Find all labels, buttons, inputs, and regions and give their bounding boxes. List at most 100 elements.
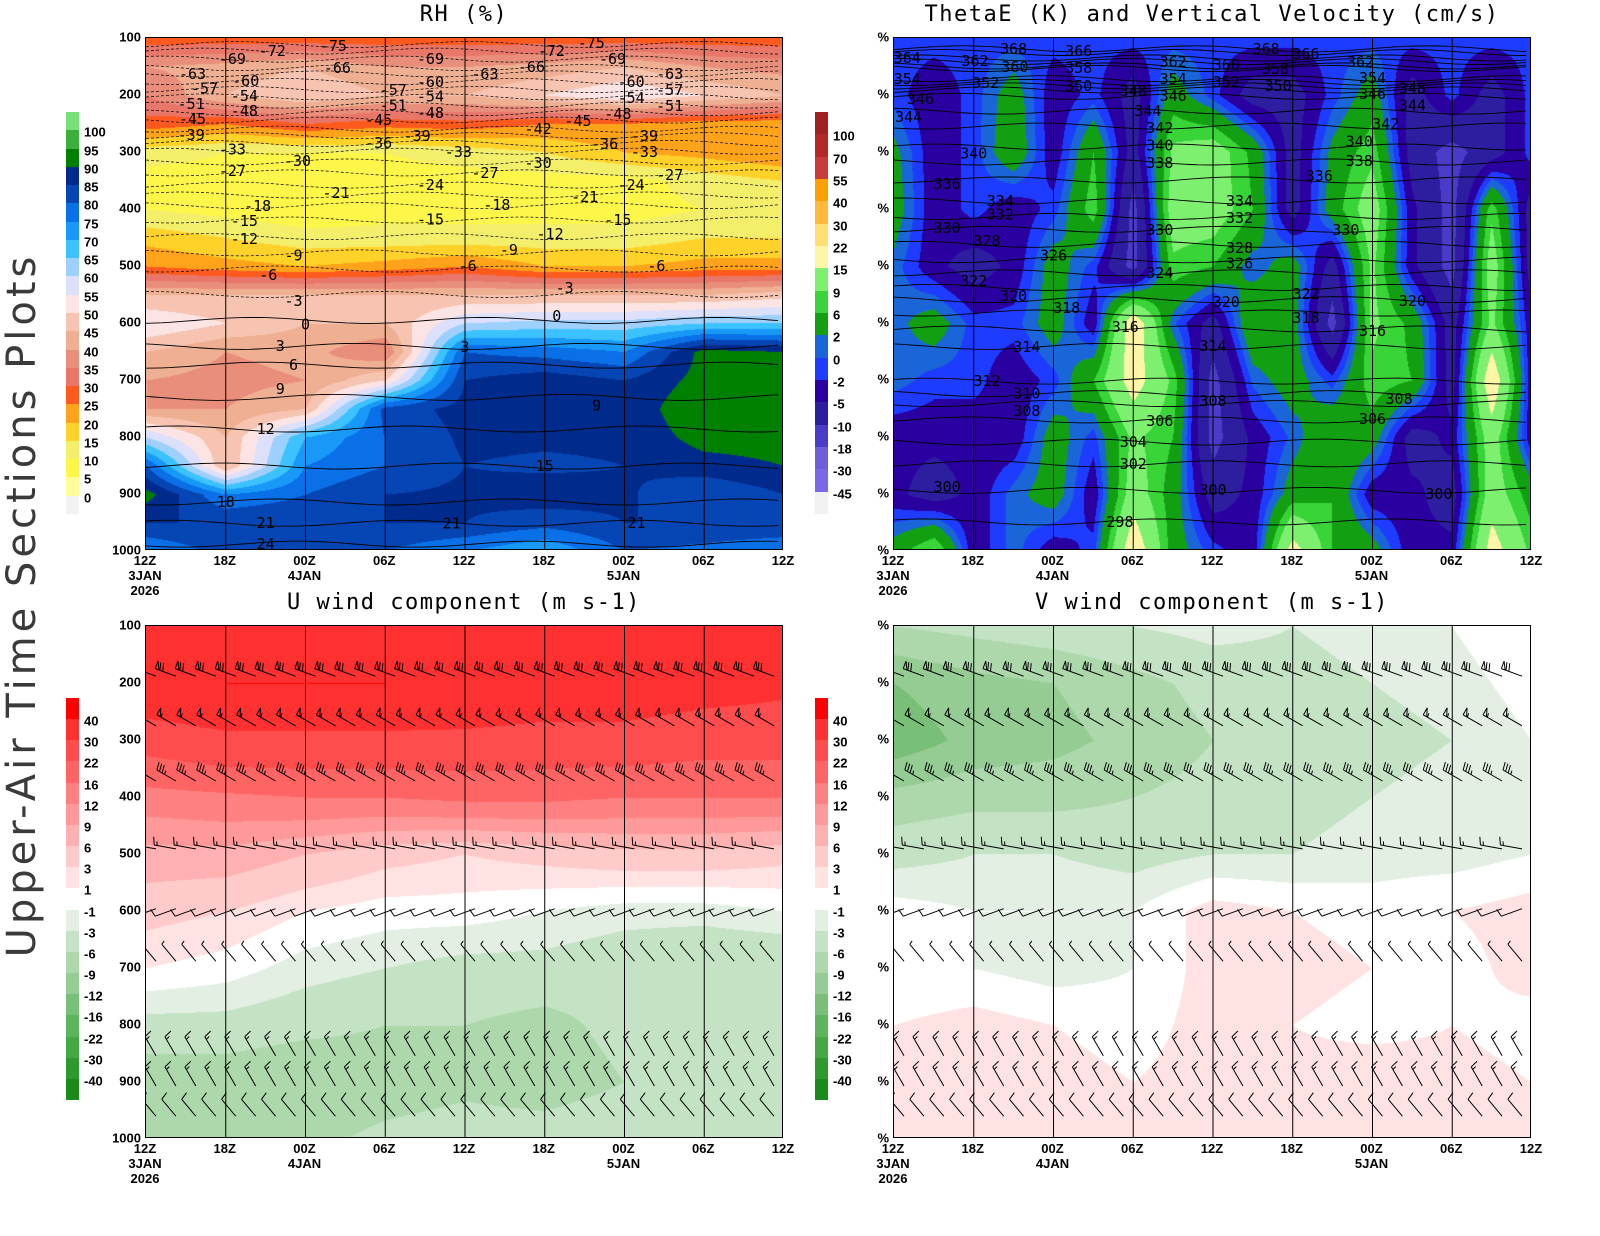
wind-barb [719, 1092, 735, 1117]
contour-label: 344 [1399, 96, 1426, 114]
wind-barb [699, 1092, 715, 1117]
colorbar-swatch [66, 130, 79, 150]
wind-barb [1117, 908, 1144, 917]
wind-barb [304, 1030, 316, 1057]
contour-line [146, 462, 779, 470]
wind-barb [679, 940, 695, 962]
y-tick-label: 600 [119, 902, 141, 918]
colorbar-swatch [815, 380, 828, 403]
wind-barb [156, 761, 177, 782]
contour-label: 308 [1386, 390, 1413, 408]
colorbar-swatch [66, 994, 79, 1016]
contour-label: -54 [618, 89, 645, 107]
wind-barb [423, 1030, 436, 1057]
y-tick-label: % [877, 257, 889, 273]
contour-label: -12 [537, 225, 564, 243]
contour-label: 362 [1347, 53, 1374, 71]
wind-barb [1257, 908, 1283, 917]
wind-barb [728, 908, 755, 917]
wind-barb [146, 1030, 157, 1057]
wind-barb [170, 908, 196, 917]
wind-barb [400, 940, 416, 962]
wind-barb [1111, 1030, 1124, 1057]
colorbar-swatch [66, 313, 79, 332]
wind-barb [1396, 908, 1423, 917]
wind-barb [731, 836, 755, 850]
wind-barb [603, 1030, 615, 1057]
contour-label: -30 [284, 152, 311, 170]
wind-barb [964, 761, 984, 782]
colorbar-label: 16 [833, 777, 848, 793]
colorbar-swatch [815, 740, 828, 762]
wind-barb [714, 707, 735, 727]
x-tick-label: 00Z 5JAN [599, 553, 649, 583]
contour-label: 354 [894, 70, 921, 88]
colorbar-swatch [815, 469, 828, 493]
contour-label: -69 [417, 50, 444, 68]
wind-barb [1499, 836, 1523, 850]
colorbar-label: 30 [833, 218, 848, 234]
colorbar-swatch [66, 719, 79, 741]
wind-barb [1009, 1092, 1024, 1117]
v-wind-panel-title: V wind component (m s-1) [1035, 590, 1389, 615]
wind-barb [1151, 1030, 1164, 1057]
wind-barb [1128, 940, 1144, 962]
contour-label: -66 [324, 59, 351, 77]
wind-barb [224, 1030, 237, 1057]
colorbar-swatch [815, 698, 828, 720]
wind-barb [594, 761, 615, 782]
wind-barb [234, 660, 256, 677]
wind-barb [1123, 761, 1144, 782]
wind-barb [1323, 707, 1343, 727]
wind-barb [161, 940, 177, 962]
contour-label: 336 [1306, 167, 1333, 185]
contour-label: 330 [1146, 221, 1173, 239]
wind-barb [1399, 836, 1423, 850]
colorbar-label: -45 [833, 486, 852, 502]
wind-barb [1316, 908, 1343, 917]
wind-barb [1183, 761, 1204, 782]
wind-barb [533, 660, 555, 677]
wind-barb [520, 940, 536, 962]
wind-barb [1367, 940, 1383, 962]
wind-barb [1356, 908, 1383, 917]
contour-label: 350 [1265, 77, 1292, 95]
contour-label: -18 [244, 197, 271, 215]
contour-label: 364 [894, 49, 921, 67]
contour-label: 330 [1332, 221, 1359, 239]
wind-barb [261, 940, 276, 962]
wind-barb [1220, 836, 1243, 850]
wind-barb [1028, 1092, 1044, 1117]
contour-label: -9 [285, 247, 303, 265]
contour-label: 9 [592, 397, 601, 415]
colorbar-label: 2 [833, 329, 841, 345]
wind-barb [284, 1060, 296, 1087]
wind-barb [722, 1030, 735, 1057]
colorbar-label: 65 [84, 252, 99, 268]
wind-barb [1283, 761, 1303, 782]
wind-barb [969, 940, 985, 962]
wind-barb [452, 836, 476, 850]
wind-barb [304, 1060, 316, 1087]
wind-barb [1023, 761, 1044, 782]
time-label: 00Z [1041, 553, 1064, 568]
wind-barb [1281, 660, 1303, 677]
colorbar-swatch [815, 909, 828, 932]
colorbar-label: 3 [833, 861, 841, 877]
contour-label: -27 [656, 166, 683, 184]
colorbar-label: 40 [833, 195, 848, 211]
wind-barb [1422, 761, 1443, 782]
wind-barb [1361, 660, 1383, 677]
x-tick-label: 18Z [519, 553, 569, 568]
wind-barb [435, 761, 456, 782]
wind-barb [1502, 707, 1523, 727]
wind-barb [1200, 836, 1224, 850]
wind-barb [1271, 1060, 1284, 1087]
wind-barb [531, 836, 555, 850]
wind-barb [1331, 1030, 1344, 1057]
colorbar-swatch [815, 134, 828, 158]
wind-barb [413, 660, 436, 677]
contour-line [894, 416, 1527, 424]
date-label: 3JAN [876, 568, 910, 583]
contour-label: -57 [656, 81, 683, 99]
